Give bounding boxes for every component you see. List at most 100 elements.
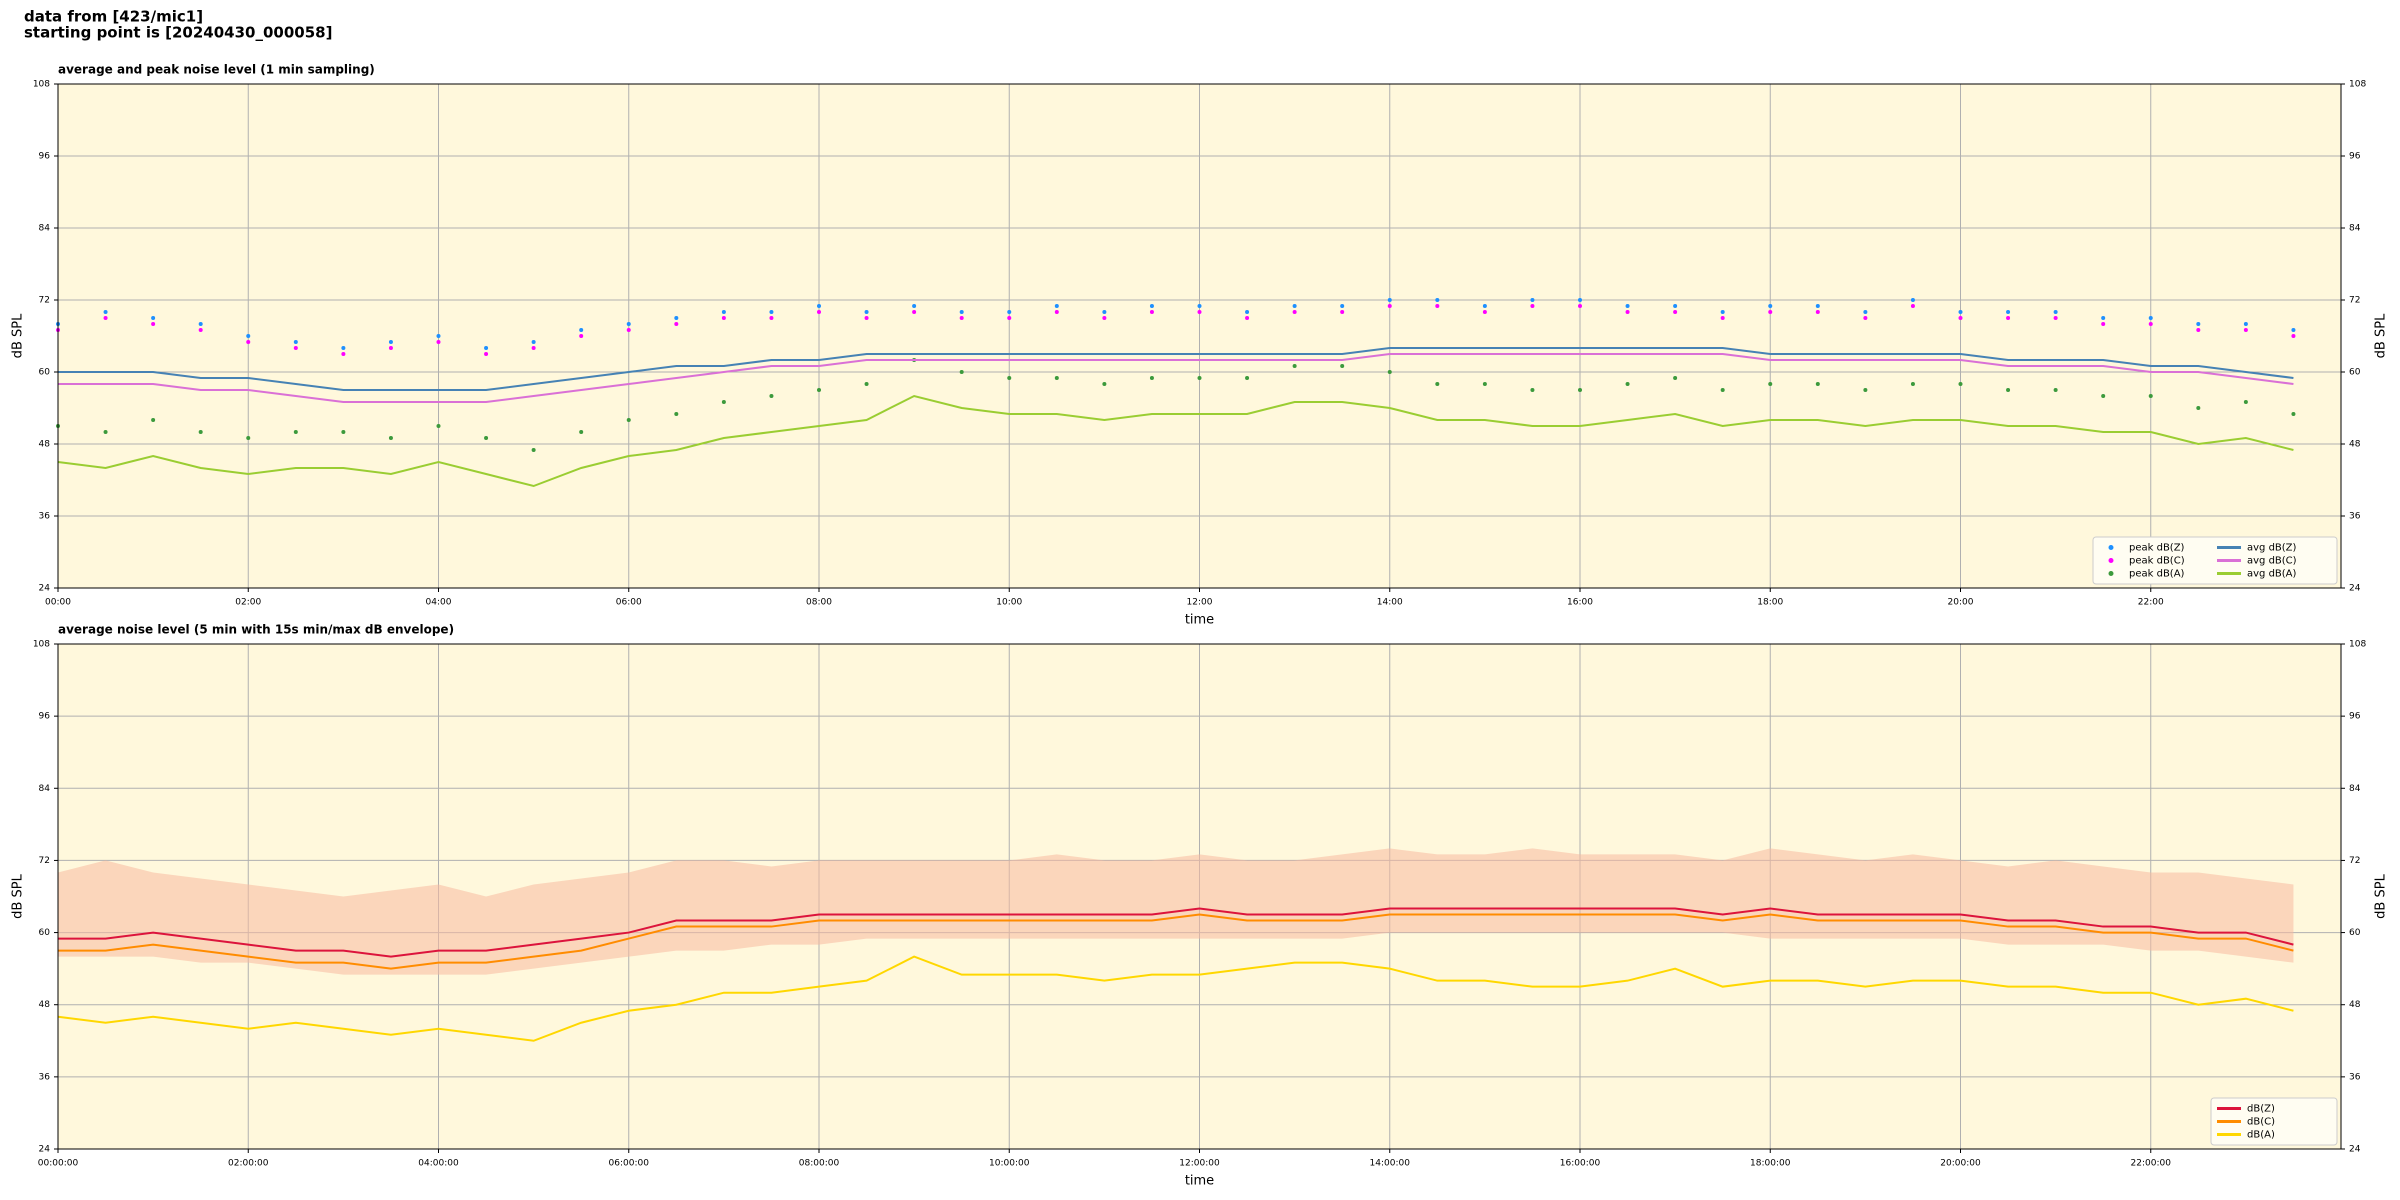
x-tick-label: 18:00 — [1757, 598, 1783, 608]
x-tick-label: 02:00 — [235, 598, 261, 608]
peak-dot — [198, 328, 203, 332]
x-tick-label: 00:00:00 — [38, 1159, 79, 1169]
peak-dot — [1815, 304, 1820, 308]
peak-dot — [817, 304, 821, 308]
peak-dot — [1863, 388, 1868, 392]
legend-label: dB(Z) — [2247, 1104, 2275, 1115]
x-tick-label: 22:00 — [2138, 598, 2164, 608]
peak-dot — [1197, 304, 1202, 308]
header-line: starting point is [20240430_000058] — [24, 24, 332, 42]
y2-tick-label: 96 — [2349, 152, 2361, 162]
peak-dot — [1340, 364, 1345, 368]
peak-dot — [246, 340, 251, 344]
chart-title: average and peak noise level (1 min samp… — [58, 63, 375, 77]
legend-label: dB(C) — [2247, 1117, 2275, 1128]
peak-dot — [1720, 310, 1725, 314]
peak-dot — [1958, 316, 1963, 320]
peak-dot — [1292, 304, 1297, 308]
legend-swatch — [2108, 571, 2114, 576]
y-tick-label: 24 — [39, 1145, 51, 1155]
peak-dot — [674, 316, 679, 320]
x-axis-label: time — [1185, 1174, 1214, 1189]
peak-dot — [2053, 316, 2058, 320]
peak-dot — [246, 334, 251, 338]
peak-dot — [1768, 382, 1773, 386]
peak-dot — [531, 448, 536, 452]
peak-dot — [1197, 310, 1202, 314]
peak-dot — [1435, 298, 1440, 302]
peak-dot — [1815, 382, 1820, 386]
peak-dot — [484, 346, 489, 350]
peak-dot — [912, 304, 917, 308]
peak-dot — [246, 436, 251, 440]
peak-dot — [1149, 376, 1154, 380]
y-tick-label: 96 — [39, 152, 51, 162]
y2-tick-label: 24 — [2349, 584, 2361, 594]
peak-dot — [864, 310, 869, 314]
peak-dot — [2101, 316, 2106, 320]
peak-dot — [341, 346, 346, 350]
y-tick-label: 60 — [39, 928, 51, 938]
x-tick-label: 22:00:00 — [2131, 1159, 2172, 1169]
peak-dot — [2006, 388, 2011, 392]
peak-dot — [1958, 310, 1963, 314]
peak-dot — [1815, 310, 1820, 314]
peak-dot — [1340, 310, 1345, 314]
peak-dot — [1578, 388, 1582, 392]
legend-label: peak dB(A) — [2129, 569, 2185, 580]
peak-dot — [388, 346, 393, 350]
x-axis-label: time — [1185, 613, 1214, 628]
y2-axis-label: dB SPL — [2374, 313, 2389, 358]
x-tick-label: 14:00:00 — [1370, 1159, 1411, 1169]
peak-dot — [1482, 304, 1487, 308]
plot-frame — [57, 83, 2342, 589]
x-tick-label: 20:00 — [1948, 598, 1974, 608]
legend-label: peak dB(Z) — [2129, 543, 2185, 554]
peak-dot — [1102, 382, 1107, 386]
peak-dot — [103, 430, 108, 434]
y2-tick-label: 72 — [2349, 296, 2360, 306]
y-tick-label: 72 — [39, 856, 50, 866]
series-line — [58, 353, 2294, 403]
peak-dot — [1292, 310, 1297, 314]
peak-dot — [1530, 304, 1535, 308]
peak-dot — [1054, 310, 1059, 314]
y2-tick-label: 84 — [2349, 224, 2361, 234]
peak-dot — [2101, 394, 2106, 398]
peak-dot — [864, 316, 869, 320]
peak-dot — [436, 340, 441, 344]
legend-label: peak dB(C) — [2129, 556, 2185, 567]
peak-dot — [579, 430, 584, 434]
peak-dot — [1673, 310, 1678, 314]
peak-dot — [959, 316, 964, 320]
peak-dot — [151, 322, 156, 326]
peak-dot — [1149, 310, 1154, 314]
legend-box — [2092, 536, 2338, 585]
peak-dot — [1625, 382, 1630, 386]
y2-tick-label: 48 — [2349, 1000, 2361, 1010]
x-tick-label: 20:00:00 — [1940, 1159, 1981, 1169]
peak-dot — [626, 328, 631, 332]
y-axis-label: dB SPL — [11, 873, 26, 918]
peak-dot — [388, 340, 393, 344]
y2-tick-label: 60 — [2349, 368, 2361, 378]
peak-dot — [2243, 322, 2248, 326]
legend-swatch — [2108, 558, 2114, 563]
peak-dot — [1530, 298, 1535, 302]
peak-dot — [1720, 388, 1725, 392]
series-line — [57, 955, 2294, 1042]
y2-tick-label: 24 — [2349, 1145, 2361, 1155]
legend-label: dB(A) — [2247, 1130, 2275, 1141]
peak-dot — [1054, 376, 1059, 380]
peak-dot — [2196, 328, 2201, 332]
peak-dot — [1720, 316, 1725, 320]
x-tick-label: 02:00:00 — [228, 1159, 269, 1169]
peak-dot — [2291, 334, 2296, 338]
y2-tick-label: 60 — [2349, 928, 2361, 938]
x-tick-label: 06:00 — [616, 598, 642, 608]
x-tick-label: 06:00:00 — [609, 1159, 650, 1169]
peak-dot — [1054, 304, 1059, 308]
y-tick-label: 108 — [33, 80, 50, 90]
peak-dot — [1007, 310, 1012, 314]
